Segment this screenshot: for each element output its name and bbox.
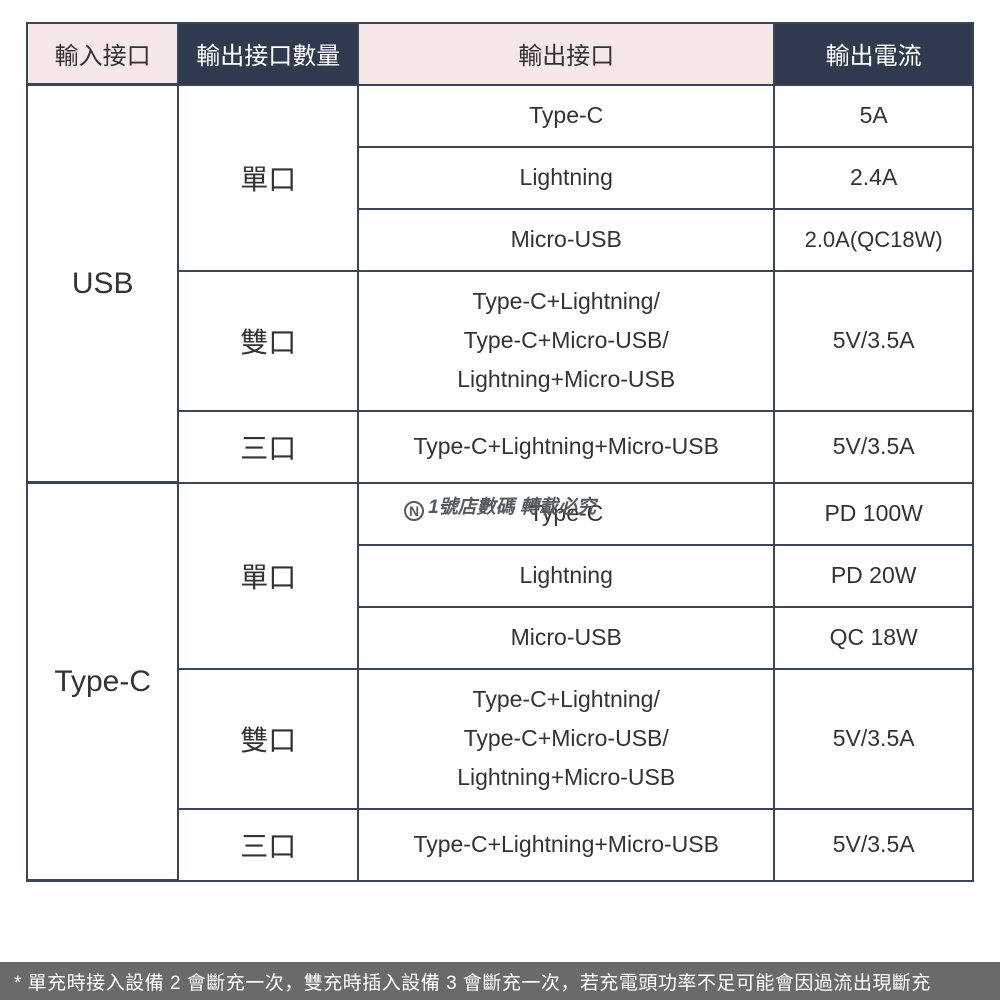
output-port: Type-C — [358, 483, 774, 545]
output-port: Micro-USB — [358, 209, 774, 271]
output-port: Lightning — [358, 545, 774, 607]
output-current: 5V/3.5A — [774, 669, 973, 809]
port-qty: 雙口 — [178, 271, 358, 411]
output-current: QC 18W — [774, 607, 973, 669]
port-qty: 單口 — [178, 85, 358, 271]
output-port: Type-C+Lightning/Type-C+Micro-USB/Lightn… — [358, 669, 774, 809]
port-qty: 雙口 — [178, 669, 358, 809]
table-row: Type-C單口Type-CPD 100W — [27, 483, 973, 545]
output-port: Type-C+Lightning+Micro-USB — [358, 809, 774, 881]
output-port: Type-C+Lightning/Type-C+Micro-USB/Lightn… — [358, 271, 774, 411]
col-header-2: 輸出接口 — [358, 23, 774, 85]
output-port: Type-C — [358, 85, 774, 147]
col-header-3: 輸出電流 — [774, 23, 973, 85]
port-qty: 單口 — [178, 483, 358, 669]
col-header-0: 輸入接口 — [27, 23, 178, 85]
spec-table: 輸入接口輸出接口數量輸出接口輸出電流 USB單口Type-C5ALightnin… — [26, 22, 974, 882]
input-port: USB — [27, 85, 178, 483]
table-row: USB單口Type-C5A — [27, 85, 973, 147]
output-port: Micro-USB — [358, 607, 774, 669]
output-current: PD 20W — [774, 545, 973, 607]
output-current: 2.4A — [774, 147, 973, 209]
input-port: Type-C — [27, 483, 178, 881]
output-current: 5A — [774, 85, 973, 147]
output-current: 5V/3.5A — [774, 271, 973, 411]
output-current: PD 100W — [774, 483, 973, 545]
output-current: 5V/3.5A — [774, 809, 973, 881]
footer-note: * 單充時接入設備 2 會斷充一次，雙充時插入設備 3 會斷充一次，若充電頭功率… — [0, 962, 1000, 1000]
output-port: Type-C+Lightning+Micro-USB — [358, 411, 774, 483]
port-qty: 三口 — [178, 411, 358, 483]
output-port: Lightning — [358, 147, 774, 209]
port-qty: 三口 — [178, 809, 358, 881]
output-current: 5V/3.5A — [774, 411, 973, 483]
col-header-1: 輸出接口數量 — [178, 23, 358, 85]
output-current: 2.0A(QC18W) — [774, 209, 973, 271]
